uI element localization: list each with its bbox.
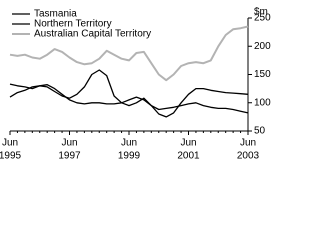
y-tick-label: 100 (254, 97, 271, 108)
chart: $m 50 100 150 200 250 Jun 1995 Jun 1997 Jun 1999 Ju… (0, 7, 271, 162)
x-tick-label: Jun (2, 138, 18, 149)
x-tick-label: 1999 (118, 151, 141, 162)
x-tick-label: Jun (240, 138, 256, 149)
series-line (9, 69, 249, 118)
x-tick-label: Jun (61, 138, 77, 149)
legend-label: Tasmania (34, 9, 77, 20)
y-tick-label: 50 (254, 126, 266, 137)
legend-label: Northern Territory (34, 19, 112, 30)
y-tick-label: 200 (254, 41, 271, 52)
x-tick-label: 2003 (237, 151, 260, 162)
x-tick-label: 2001 (177, 151, 200, 162)
x-tick-label: 1997 (58, 151, 81, 162)
x-tick-label: 1995 (0, 151, 22, 162)
y-tick-label: 250 (254, 13, 271, 24)
x-tick-label: Jun (180, 138, 196, 149)
series-line (9, 25, 249, 82)
y-unit: $m (254, 7, 268, 18)
legend-label: Australian Capital Territory (34, 29, 151, 40)
y-tick-label: 150 (254, 69, 271, 80)
series-line (9, 83, 249, 114)
x-tick-label: Jun (121, 138, 137, 149)
